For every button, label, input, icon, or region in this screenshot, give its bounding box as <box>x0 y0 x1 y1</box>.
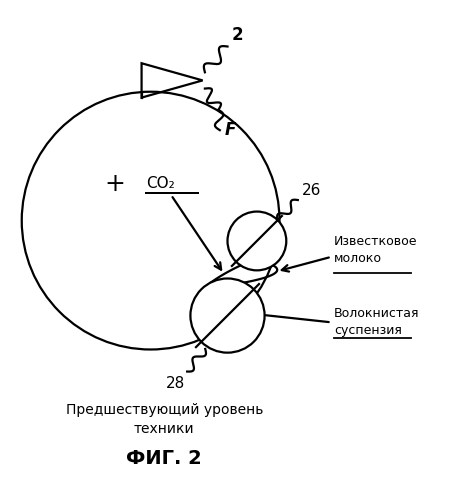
Text: Волокнистая
суспензия: Волокнистая суспензия <box>334 308 419 338</box>
Text: ФИГ. 2: ФИГ. 2 <box>126 450 202 468</box>
Text: 28: 28 <box>166 376 185 391</box>
Text: CO₂: CO₂ <box>146 176 175 191</box>
Text: +: + <box>104 172 125 197</box>
Circle shape <box>228 212 286 270</box>
Text: Предшествующий уровень
техники: Предшествующий уровень техники <box>66 404 263 436</box>
Text: F: F <box>224 121 236 139</box>
Circle shape <box>191 278 264 352</box>
Text: 2: 2 <box>232 26 243 44</box>
Text: Известковое
молоко: Известковое молоко <box>334 235 417 265</box>
Text: 26: 26 <box>302 183 321 198</box>
